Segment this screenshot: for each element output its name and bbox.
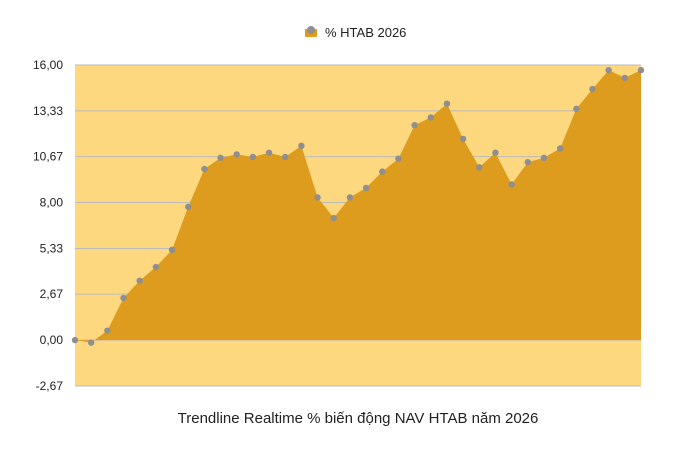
x-axis-title: Trendline Realtime % biến động NAV HTAB … <box>178 410 539 427</box>
data-point <box>573 105 580 113</box>
data-point <box>152 263 160 271</box>
y-tick-label: 16,00 <box>33 58 63 72</box>
data-point <box>233 151 240 158</box>
y-tick-label: 13,33 <box>33 104 63 118</box>
data-point <box>476 164 483 171</box>
data-point <box>379 168 386 175</box>
data-point <box>443 100 451 107</box>
data-point <box>136 277 143 284</box>
y-tick-label: -2,67 <box>36 379 64 393</box>
data-point <box>298 142 305 150</box>
y-tick-label: 0,00 <box>40 333 64 347</box>
data-point <box>282 153 289 161</box>
legend-label: % HTAB 2026 <box>325 25 406 40</box>
data-point <box>492 149 499 156</box>
data-point <box>411 121 418 129</box>
data-point <box>314 194 321 201</box>
data-point <box>104 327 111 334</box>
data-point <box>540 154 548 162</box>
data-point <box>621 74 629 82</box>
y-tick-label: 2,67 <box>40 287 64 301</box>
y-tick-label: 10,67 <box>33 150 63 164</box>
legend-swatch-icon <box>305 26 317 37</box>
data-point <box>265 149 273 156</box>
data-points <box>71 66 645 346</box>
data-point <box>605 66 612 74</box>
legend: % HTAB 2026 <box>305 25 406 40</box>
y-axis-ticks: 16,00 13,33 10,67 8,00 5,33 2,67 0,00 -2,67 <box>33 58 63 393</box>
data-point <box>362 184 370 192</box>
data-point <box>427 114 434 121</box>
data-point <box>120 294 127 302</box>
data-point <box>556 145 564 152</box>
data-point <box>459 135 467 143</box>
area-series-fill <box>75 70 641 343</box>
data-point <box>185 203 192 211</box>
data-point <box>524 158 531 166</box>
data-point <box>395 155 402 162</box>
data-point <box>508 181 515 188</box>
data-point <box>87 339 95 346</box>
data-point <box>217 154 224 162</box>
data-point <box>330 214 337 222</box>
data-point <box>589 85 596 93</box>
data-point <box>346 194 354 201</box>
data-point <box>249 153 257 161</box>
y-tick-label: 8,00 <box>40 196 64 210</box>
data-point <box>168 246 176 254</box>
data-point <box>201 165 208 173</box>
data-point <box>637 66 645 74</box>
y-tick-label: 5,33 <box>40 241 64 255</box>
data-point <box>71 336 79 344</box>
